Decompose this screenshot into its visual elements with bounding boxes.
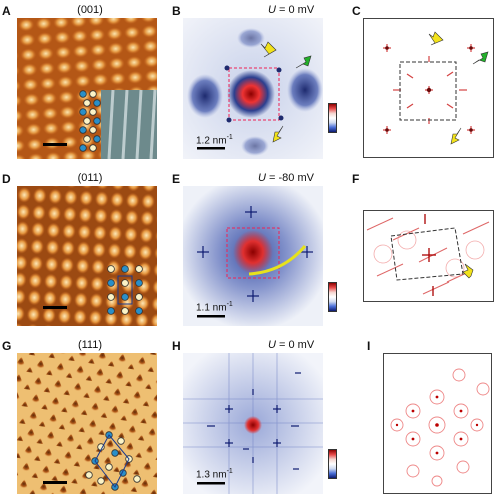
fft-simulation-001 <box>363 18 494 158</box>
fft-simulation-111 <box>383 353 492 494</box>
panel-e-bias: U = -80 mV <box>258 172 314 184</box>
panel-b-label: B <box>172 4 181 18</box>
stm-image-011 <box>17 186 157 326</box>
panel-e-colorbar <box>328 282 337 312</box>
panel-c-label: C <box>352 4 361 18</box>
panel-h-label: H <box>172 339 181 353</box>
panel-i-label: I <box>367 339 371 353</box>
panel-h-bias: U = 0 mV <box>268 339 315 351</box>
fft-image-001 <box>183 18 323 159</box>
panel-b-scalebar-text: 1.2 nm-1 <box>196 134 233 147</box>
panel-a-label: A <box>2 4 11 18</box>
panel-h-colorbar <box>328 449 337 479</box>
fft-simulation-011 <box>363 210 494 302</box>
panel-h-scalebar-text: 1.3 nm-1 <box>196 468 233 481</box>
fft-image-111 <box>183 353 323 494</box>
stm-image-111 <box>17 353 157 494</box>
panel-a-title: (001) <box>77 4 103 16</box>
panel-e-label: E <box>172 172 181 186</box>
panel-b-bias: U = 0 mV <box>268 4 315 16</box>
panel-g-title: (111) <box>77 339 103 351</box>
panel-d-title: (011) <box>77 172 103 184</box>
panel-b-colorbar <box>328 103 337 133</box>
panel-f-label: F <box>352 172 360 186</box>
panel-e-scalebar-text: 1.1 nm-1 <box>196 301 233 314</box>
panel-g-label: G <box>2 339 12 353</box>
fft-image-011 <box>183 186 323 326</box>
stm-image-001 <box>17 18 157 159</box>
panel-d-label: D <box>2 172 11 186</box>
